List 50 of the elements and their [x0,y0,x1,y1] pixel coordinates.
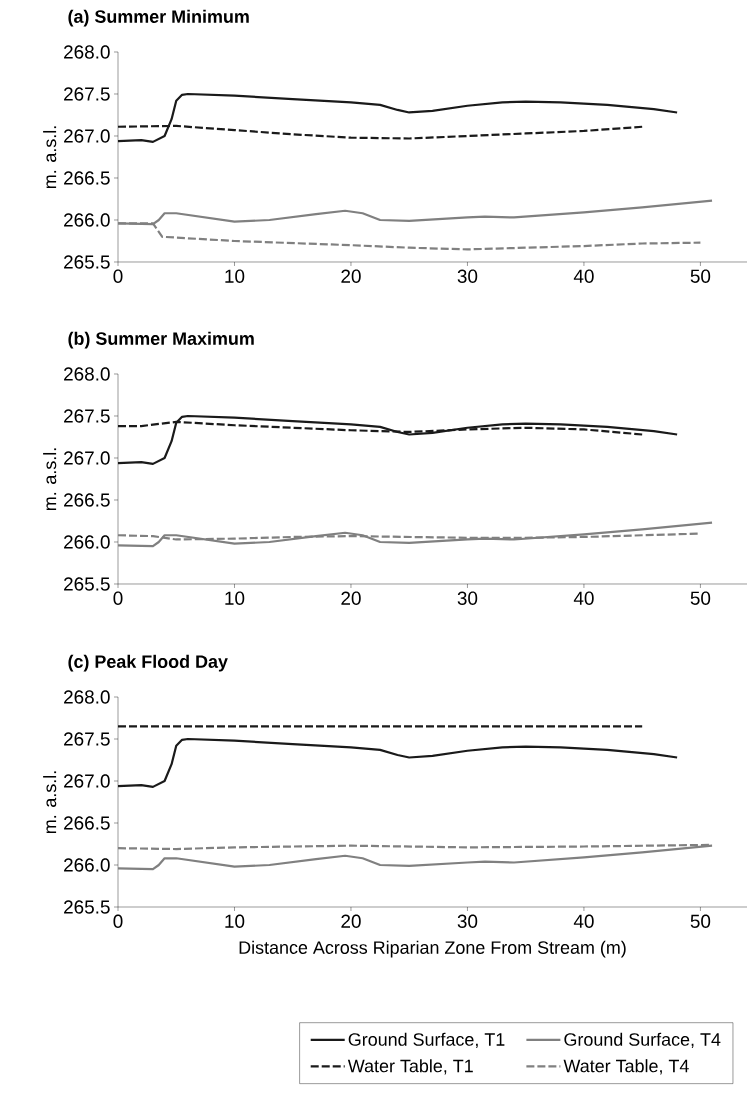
y-tick-label: 267.0 [64,774,110,788]
y-tick-label: 266.5 [64,493,110,507]
x-tick-label: 10 [225,591,245,605]
legend-label: Ground Surface, T1 [348,1032,505,1048]
y-tick-label: 266.0 [64,213,110,227]
x-tick-label: 30 [457,914,478,928]
x-tick-label: 40 [573,269,594,283]
x-tick-label: 30 [457,591,478,605]
y-tick-label: 268.0 [64,367,110,381]
x-tick-label: 40 [573,591,594,605]
legend-label: Water Table, T1 [347,1059,473,1075]
y-tick-label: 266.5 [64,171,110,185]
chart-title: (b) Summer Maximum [68,331,254,349]
x-tick-label: 50 [690,269,711,283]
legend-label: Water Table, T4 [563,1059,689,1075]
y-axis-title: m. a.s.l. [43,126,57,189]
y-axis-title: m. a.s.l. [43,448,57,511]
y-tick-label: 265.5 [64,255,110,269]
y-tick-label: 267.5 [64,732,110,746]
x-tick-label: 20 [341,269,361,283]
x-axis-title: Distance Across Riparian Zone From Stream (m) [239,940,626,958]
y-axis-title: m. a.s.l. [43,771,57,834]
x-tick-label: 0 [113,914,123,928]
legend-label: Ground Surface, T4 [564,1032,721,1048]
x-tick-label: 50 [690,914,711,928]
y-tick-label: 266.0 [64,535,110,549]
chart-title: (a) Summer Minimum [68,9,249,27]
x-tick-label: 0 [113,591,123,605]
y-tick-label: 265.5 [64,577,110,591]
y-tick-label: 266.0 [64,858,110,872]
y-tick-label: 267.0 [64,451,110,465]
chart-title: (c) Peak Flood Day [68,654,228,672]
y-tick-label: 268.0 [64,690,110,704]
x-tick-label: 20 [341,914,361,928]
x-tick-label: 10 [225,269,245,283]
y-tick-label: 268.0 [64,45,110,59]
line-series [116,414,679,465]
x-tick-label: 40 [573,914,594,928]
x-tick-label: 20 [341,591,361,605]
y-tick-label: 267.5 [64,87,110,101]
x-tick-label: 0 [113,269,123,283]
y-tick-label: 266.5 [64,816,110,830]
line-series [116,92,679,143]
y-tick-label: 267.0 [64,129,110,143]
x-tick-label: 10 [225,914,245,928]
y-tick-label: 265.5 [64,900,110,914]
x-tick-label: 30 [457,269,478,283]
y-tick-label: 267.5 [64,409,110,423]
line-series [116,737,679,788]
x-tick-label: 50 [690,591,711,605]
